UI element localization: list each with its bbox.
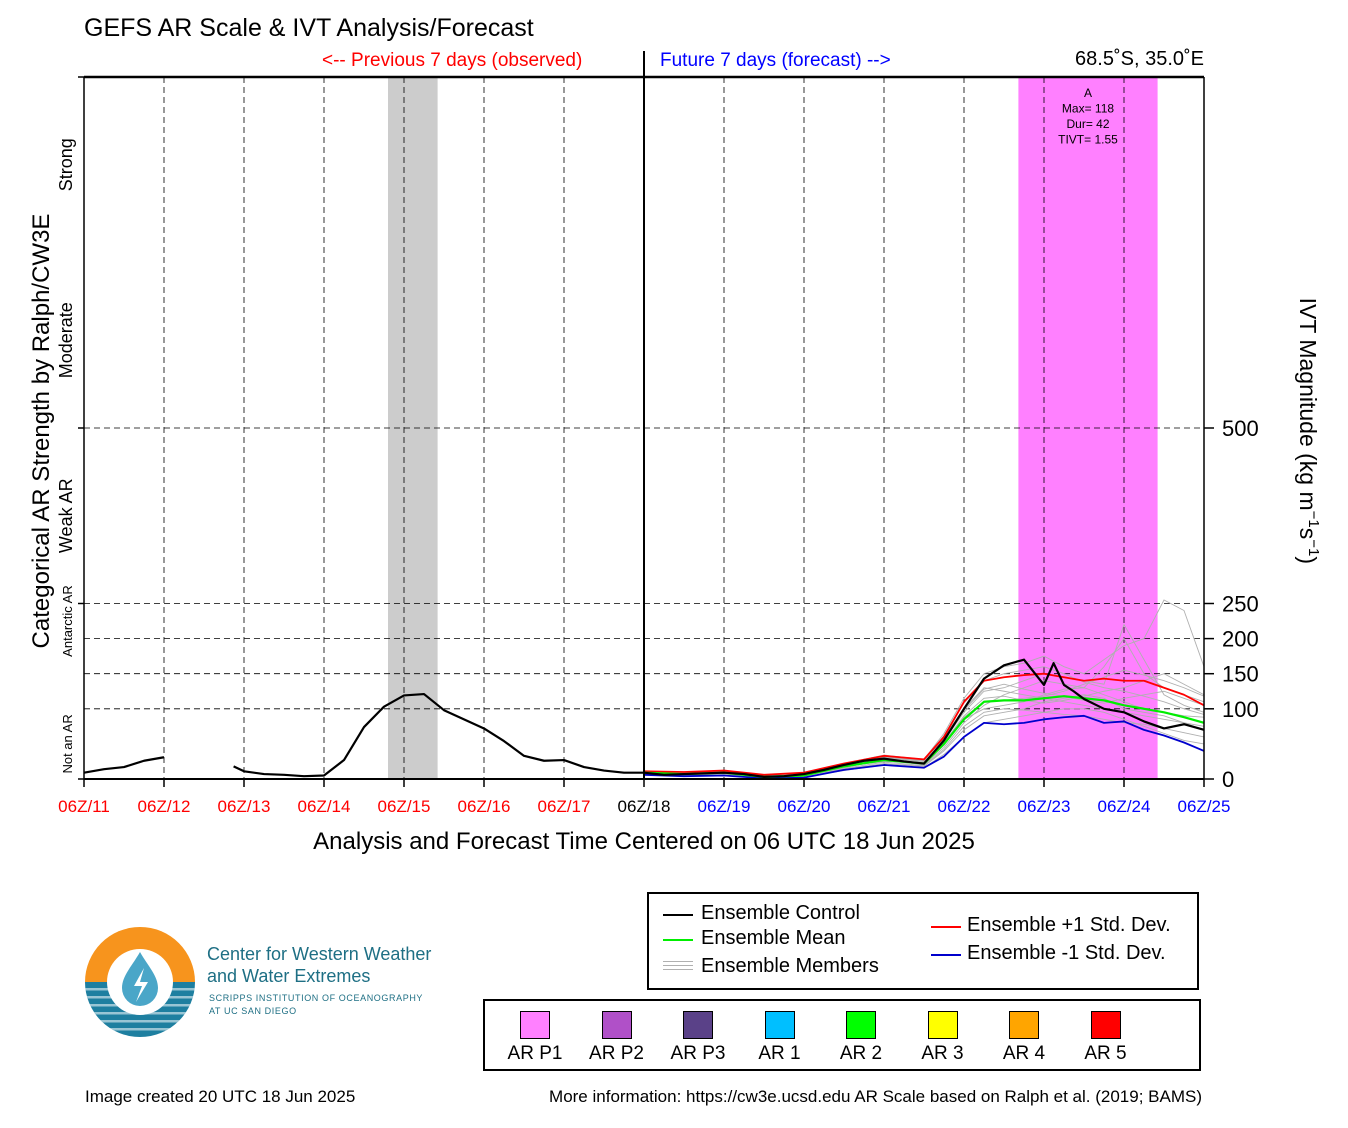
- category-legend-label: AR 1: [758, 1043, 801, 1064]
- x-tick-label: 06Z/20: [778, 797, 831, 816]
- category-color-swatch: [520, 1011, 550, 1039]
- logo-subtitle-line1: SCRIPPS INSTITUTION OF OCEANOGRAPHY: [209, 993, 424, 1003]
- y-tick-label: 0: [1222, 767, 1234, 792]
- y-axis-left-label: Categorical AR Strength by Ralph/CW3E: [28, 213, 55, 649]
- ensemble-control-line: [643, 658, 1205, 778]
- legend-label-members: Ensemble Members: [701, 955, 879, 977]
- x-tick-label: 06Z/25: [1178, 797, 1231, 816]
- x-tick-label: 06Z/17: [538, 797, 591, 816]
- legend-swatch-minus-std: [931, 954, 961, 956]
- x-tick-label: 06Z/11: [58, 797, 110, 816]
- logo-name-line1: Center for Western Weather: [207, 944, 432, 964]
- category-legend-item: AR P2: [577, 1011, 657, 1065]
- x-tick-label: 06Z/18: [618, 797, 671, 816]
- location-label: 68.5˚S, 35.0˚E: [1075, 48, 1204, 70]
- category-color-swatch: [764, 1011, 795, 1039]
- x-tick-label: 06Z/21: [858, 797, 911, 816]
- legend-swatch-mean: [663, 939, 693, 941]
- category-legend-label: AR P2: [589, 1043, 644, 1064]
- category-label: Antarctic AR: [60, 585, 75, 657]
- ensemble-1-std-dev-line: [643, 714, 1205, 780]
- x-tick-label: 06Z/13: [218, 797, 271, 816]
- category-legend-item: AR 5: [1066, 1011, 1146, 1065]
- y-tick-label: 100: [1222, 697, 1259, 722]
- ar-event-annotation: Dur= 42: [1066, 117, 1109, 131]
- category-legend-item: AR 4: [984, 1011, 1064, 1065]
- category-color-swatch: [683, 1011, 713, 1039]
- line-legend: Ensemble Control Ensemble Mean Ensemble …: [647, 892, 1199, 990]
- legend-swatch-members: [663, 961, 693, 962]
- x-tick-label: 06Z/23: [1018, 797, 1071, 816]
- x-tick-label: 06Z/24: [1098, 797, 1151, 816]
- category-color-swatch: [846, 1011, 876, 1039]
- category-legend-item: AR P3: [658, 1011, 738, 1065]
- chart-title: GEFS AR Scale & IVT Analysis/Forecast: [84, 14, 534, 42]
- y-tick-label: 150: [1222, 662, 1259, 687]
- legend-swatch-control: [663, 914, 693, 916]
- cw3e-logo-icon: [85, 927, 195, 1037]
- previous-days-label: <-- Previous 7 days (observed): [322, 50, 583, 71]
- category-color-swatch: [927, 1011, 958, 1039]
- category-label: Weak AR: [56, 478, 76, 553]
- logo-subtitle-line2: AT UC SAN DIEGO: [209, 1006, 297, 1016]
- category-legend-item: AR 3: [903, 1011, 983, 1065]
- category-label: Not an AR: [60, 714, 75, 773]
- category-legend: AR P1 AR P2 AR P3 AR 1 AR 2 AR 3 AR 4 AR 5: [483, 999, 1201, 1071]
- logo-wave-stripe: [85, 1028, 195, 1031]
- legend-label-mean: Ensemble Mean: [701, 927, 846, 949]
- x-tick-label: 06Z/16: [458, 797, 511, 816]
- ar-event-annotation: TIVT= 1.55: [1058, 133, 1118, 147]
- ensemble-control-observed-part-2-line: [233, 692, 644, 778]
- image-created-label: Image created 20 UTC 18 Jun 2025: [85, 1087, 356, 1106]
- ar-event-annotation: A: [1084, 86, 1092, 100]
- category-legend-label: AR P1: [507, 1043, 563, 1064]
- category-legend-label: AR 3: [921, 1043, 964, 1064]
- legend-label-control: Ensemble Control: [701, 902, 860, 924]
- more-info-label: More information: https://cw3e.ucsd.edu …: [549, 1087, 1202, 1106]
- logo-wave-stripe: [85, 1020, 195, 1023]
- category-color-swatch: [1090, 1011, 1121, 1039]
- y-axis-right-label: IVT Magnitude (kg m−1s−1): [1295, 297, 1322, 565]
- y-tick-label: 250: [1222, 592, 1259, 617]
- legend-label-plus-std: Ensemble +1 Std. Dev.: [967, 914, 1171, 936]
- category-legend-label: AR 5: [1084, 1043, 1127, 1064]
- ar-event-annotation: Max= 118: [1062, 102, 1114, 116]
- category-legend-label: AR 4: [1002, 1043, 1046, 1064]
- logo-name-line2: and Water Extremes: [207, 966, 371, 986]
- category-legend-item: AR 1: [740, 1011, 820, 1065]
- x-tick-label: 06Z/15: [378, 797, 431, 816]
- ensemble-1-std-dev-line: [643, 672, 1205, 776]
- legend-label-minus-std: Ensemble -1 Std. Dev.: [967, 942, 1166, 964]
- category-label: Moderate: [56, 302, 76, 378]
- legend-swatch-plus-std: [931, 926, 961, 928]
- y-tick-label: 500: [1222, 416, 1259, 441]
- category-label: Strong: [56, 138, 76, 191]
- future-days-label: Future 7 days (forecast) -->: [660, 50, 891, 71]
- x-tick-label: 06Z/14: [298, 797, 351, 816]
- x-axis-label: Analysis and Forecast Time Centered on 0…: [313, 828, 975, 855]
- category-color-swatch: [1009, 1011, 1039, 1039]
- category-legend-label: AR 2: [839, 1043, 883, 1064]
- y-tick-label: 200: [1222, 627, 1259, 652]
- category-color-swatch: [601, 1011, 632, 1039]
- ensemble-control-observed-part-1-line: [83, 756, 165, 774]
- category-legend-label: AR P3: [670, 1043, 726, 1064]
- x-tick-label: 06Z/12: [138, 797, 191, 816]
- category-legend-item: AR 2: [821, 1011, 901, 1065]
- category-legend-item: AR P1: [495, 1011, 575, 1065]
- x-tick-label: 06Z/19: [698, 797, 751, 816]
- x-tick-label: 06Z/22: [938, 797, 991, 816]
